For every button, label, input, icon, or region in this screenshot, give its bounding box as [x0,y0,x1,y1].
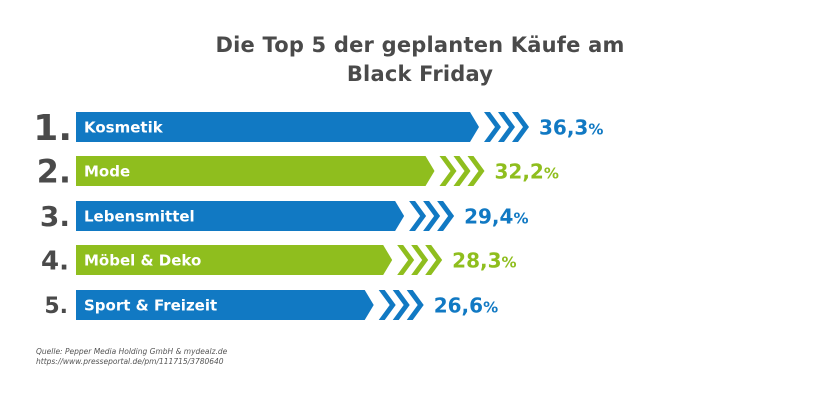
rank-label: 4. [41,246,69,276]
category-label: Möbel & Deko [84,252,201,270]
chevron-arrow-icon [406,290,424,320]
bar [76,290,374,320]
chevron-arrow-icon [512,112,529,142]
chevron-arrow-icon [411,245,429,275]
chart-title-line-2: Black Friday [346,62,494,86]
value-unit: % [544,165,559,183]
chevron-arrow-icon [439,156,457,186]
category-label: Lebensmittel [84,208,195,226]
value-unit: % [513,210,528,228]
category-label: Kosmetik [84,119,164,137]
chevron-arrow-icon [498,112,515,142]
chevron-arrow-icon [409,201,427,231]
value-unit: % [588,121,603,139]
chevron-arrow-icon [392,290,410,320]
category-label: Mode [84,163,130,181]
chevron-arrow-icon [378,290,396,320]
category-label: Sport & Freizeit [84,297,217,315]
rank-label: 5. [44,294,68,319]
rank-label: 2. [37,153,71,191]
chevron-arrow-icon [453,156,471,186]
bar [76,201,405,231]
chevron-arrow-icon [437,201,455,231]
value-label: 29,4% [464,205,528,229]
value-label: 36,3% [539,116,603,140]
chevron-arrow-icon [484,112,501,142]
bar [76,156,435,186]
value-unit: % [483,299,498,317]
bar [76,112,479,142]
chart-title-line-1: Die Top 5 der geplanten Käufe am [215,33,625,57]
source-line-1: Quelle: Pepper Media Holding GmbH & myde… [36,347,228,356]
bar [76,245,393,275]
chevron-arrow-icon [423,201,441,231]
rank-label: 3. [40,200,70,233]
chevron-arrow-icon [467,156,485,186]
value-label: 28,3% [452,249,516,273]
chevron-arrow-icon [397,245,415,275]
chevron-arrow-icon [425,245,443,275]
value-unit: % [502,254,517,272]
value-label: 32,2% [494,160,558,184]
value-label: 26,6% [434,294,498,318]
source-line-2: https://www.presseportal.de/pm/111715/37… [36,357,224,366]
rank-label: 1. [33,108,72,149]
